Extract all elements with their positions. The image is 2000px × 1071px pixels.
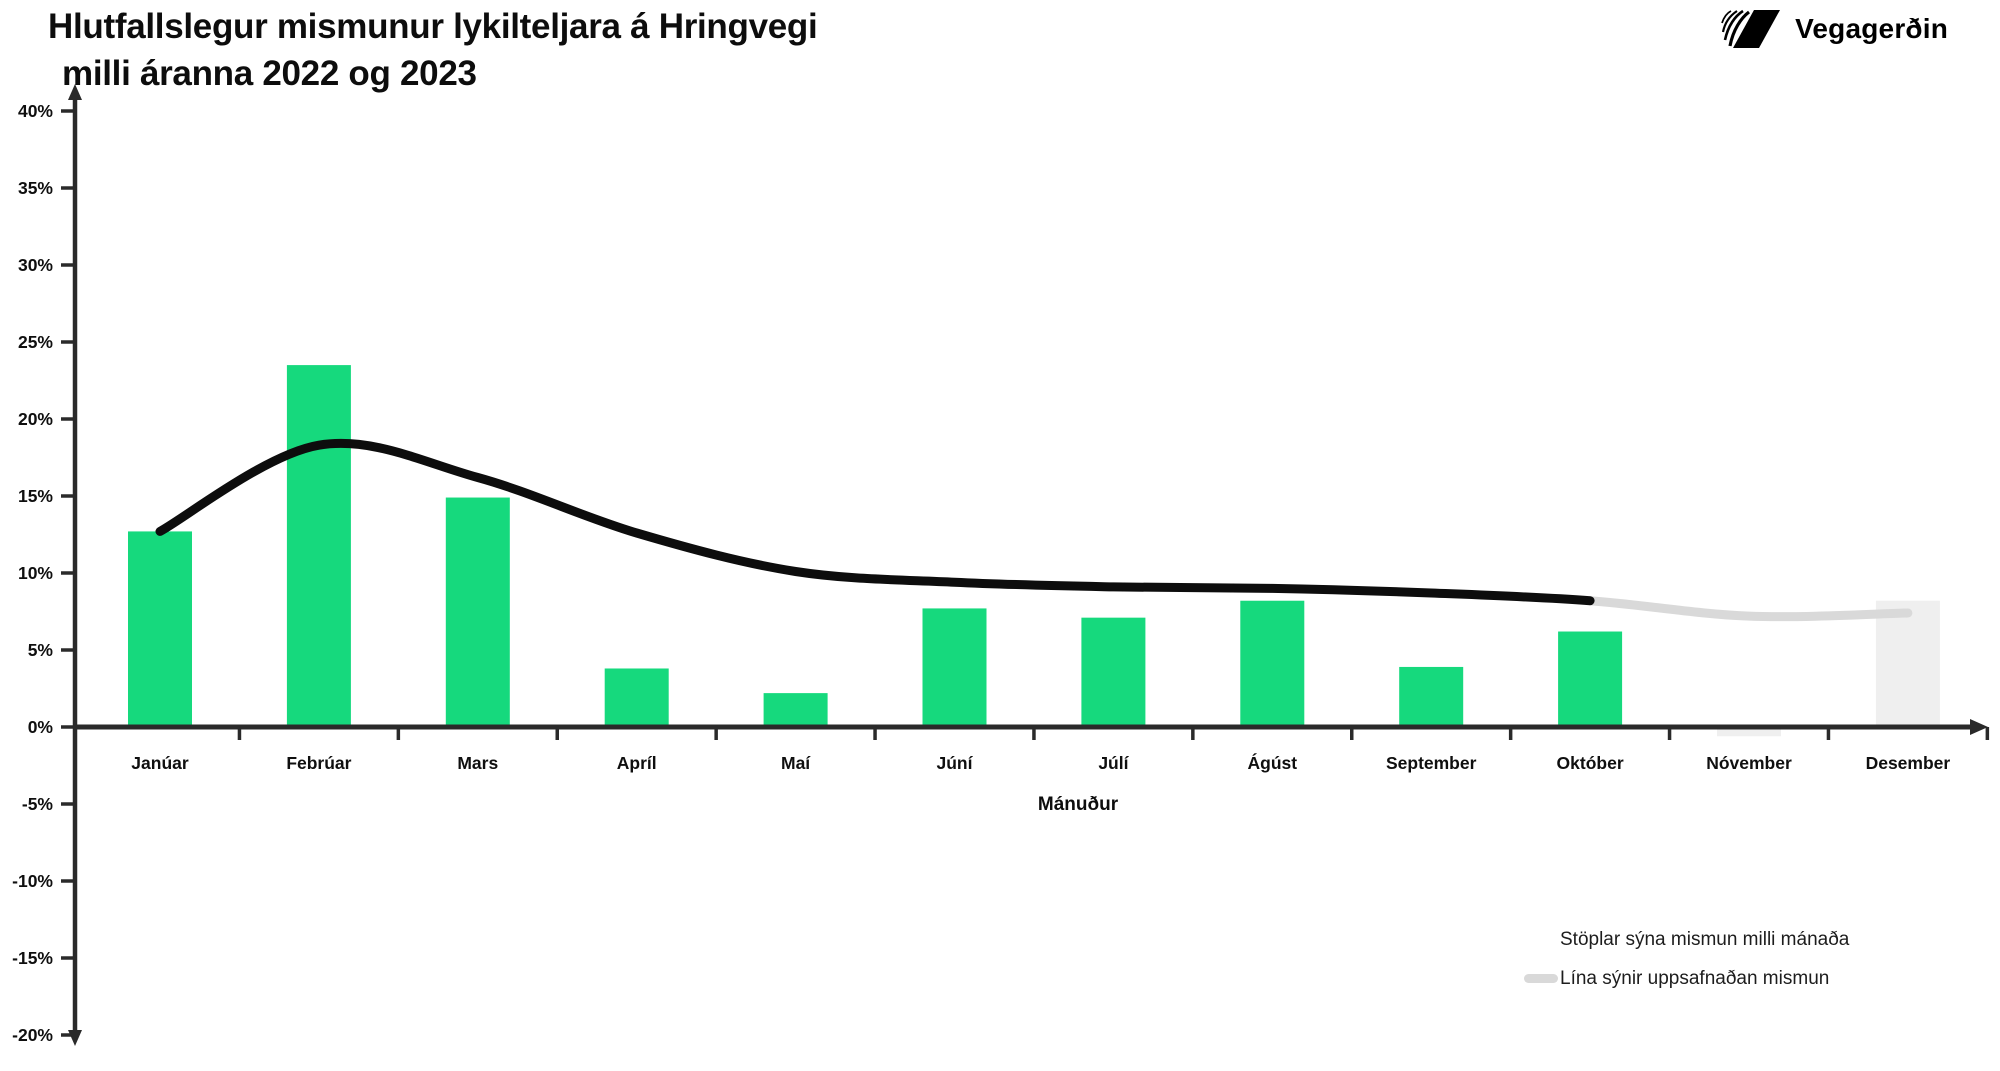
y-tick-label: -20%	[12, 1025, 53, 1045]
y-tick-label: 0%	[28, 717, 54, 737]
bar-oktober	[1558, 631, 1623, 727]
y-tick-label: 25%	[18, 332, 53, 352]
x-tick-label-agust: Ágúst	[1248, 752, 1298, 773]
bar-november	[1717, 727, 1781, 737]
y-tick-label: 10%	[18, 563, 53, 583]
legend-item-bars: Stöplar sýna mismun milli mánaða	[1524, 920, 1849, 959]
bar-juli	[1081, 617, 1146, 727]
x-tick-label-mars: Mars	[457, 753, 498, 773]
y-tick-label: 5%	[28, 640, 54, 660]
vegagerdin-logo-mark	[1721, 9, 1781, 48]
cumulative-line-gray	[1585, 596, 1913, 622]
y-tick-label: 30%	[18, 255, 53, 275]
chart-title-line2: milli áranna 2022 og 2023	[62, 53, 477, 93]
x-axis-arrow-right	[1970, 719, 1988, 735]
legend-bars-label: Stöplar sýna mismun milli mánaða	[1560, 928, 1850, 950]
y-tick-label: -5%	[22, 794, 54, 814]
y-tick-label: 35%	[18, 178, 53, 198]
bar-september	[1399, 666, 1464, 727]
bar-desember	[1875, 600, 1940, 727]
vegagerdin-logo-text: Vegagerðin	[1795, 13, 1948, 44]
y-tick-label: -15%	[12, 948, 53, 968]
x-tick-label-september: September	[1386, 753, 1477, 773]
y-tick-label: -10%	[12, 871, 53, 891]
legend: Stöplar sýna mismun milli mánaða Lína sý…	[1524, 920, 1849, 998]
x-tick-label-februar: Febrúar	[286, 753, 351, 773]
y-tick-label: 40%	[18, 101, 53, 121]
chart-title-line1: Hlutfallslegur mismunur lykilteljara á H…	[48, 7, 818, 46]
bar-mai	[763, 693, 828, 727]
bar-agust	[1240, 600, 1305, 727]
legend-line-label: Lína sýnir uppsafnaðan mismun	[1560, 967, 1830, 989]
legend-item-line: Lína sýnir uppsafnaðan mismun	[1524, 959, 1849, 998]
x-tick-label-oktober: Október	[1557, 753, 1624, 773]
cumulative-line-black	[155, 438, 1595, 606]
x-axis-title: Mánuður	[1037, 794, 1119, 815]
x-tick-label-juni: Júní	[937, 753, 974, 773]
y-axis-arrow-up	[68, 84, 82, 100]
x-tick-label-juli: Júlí	[1098, 753, 1129, 773]
bar-januar	[128, 531, 192, 727]
x-tick-label-desember: Desember	[1866, 753, 1951, 773]
x-tick-label-november: Nóvember	[1706, 753, 1792, 773]
bar-juni	[922, 608, 987, 727]
chart-title: Hlutfallslegur mismunur lykilteljara á H…	[48, 4, 818, 98]
bar-februar	[286, 365, 351, 727]
x-tick-label-april: Apríl	[617, 753, 657, 773]
bar-april	[604, 668, 669, 727]
y-tick-label: 15%	[18, 486, 53, 506]
vegagerdin-logo: Vegagerðin	[1721, 8, 1948, 50]
x-tick-label-januar: Janúar	[131, 753, 189, 773]
y-axis-arrow-down	[68, 1030, 82, 1046]
y-tick-label: 20%	[18, 409, 53, 429]
x-tick-label-mai: Maí	[781, 753, 811, 773]
bar-mars	[445, 497, 510, 727]
cumulative-line-swatch	[1524, 974, 1558, 983]
